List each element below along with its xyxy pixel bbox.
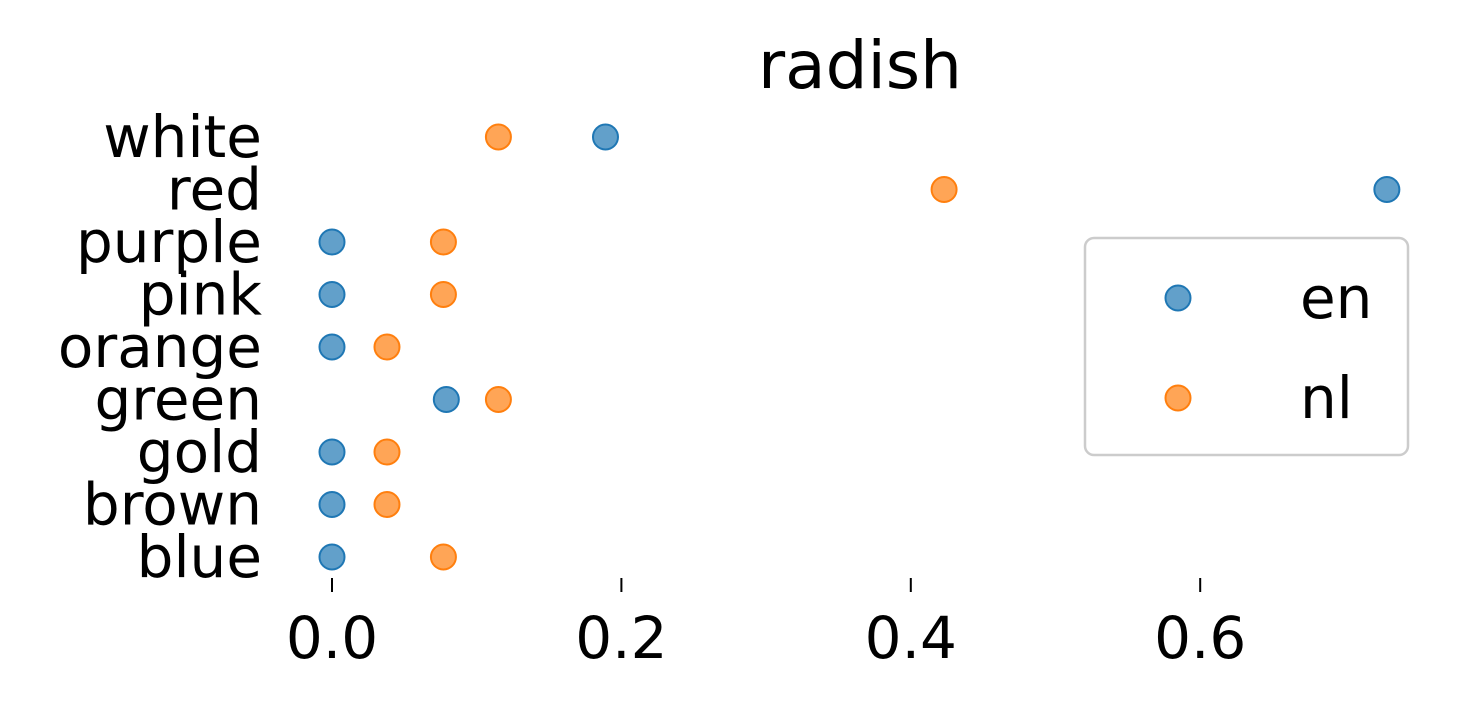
point-en-brown: [318, 491, 346, 518]
point-en-red: [1373, 176, 1401, 203]
point-nl-red: [930, 176, 958, 203]
legend-marker-nl: [1164, 384, 1192, 412]
chart-title: radish: [758, 27, 962, 104]
y-tick-label-brown: brown: [83, 471, 262, 539]
point-nl-brown: [373, 491, 401, 518]
legend: en nl: [1083, 236, 1410, 457]
legend-label-nl: nl: [1300, 364, 1353, 432]
point-nl-orange: [373, 333, 401, 361]
point-en-gold: [318, 438, 346, 466]
legend-label-en: en: [1300, 264, 1372, 332]
y-tick-label-green: green: [94, 366, 262, 434]
y-tick-label-white: white: [103, 103, 262, 171]
legend-marker-en: [1164, 284, 1192, 312]
y-tick-label-red: red: [167, 156, 262, 224]
point-en-pink: [318, 281, 346, 308]
data-points: [318, 123, 1401, 571]
y-tick-label-purple: purple: [76, 208, 262, 276]
point-en-purple: [318, 228, 346, 256]
x-tick-label: 0.2: [575, 604, 667, 672]
point-nl-pink: [429, 281, 457, 308]
point-nl-gold: [373, 438, 401, 466]
x-axis-ticks: 0.0 0.2 0.4 0.6: [286, 578, 1246, 672]
point-nl-blue: [429, 543, 457, 571]
x-tick-label: 0.6: [1154, 604, 1246, 672]
point-nl-white: [484, 123, 512, 151]
point-en-green: [432, 386, 460, 413]
point-nl-purple: [429, 228, 457, 256]
x-tick-label: 0.0: [286, 604, 378, 672]
point-en-white: [591, 123, 619, 151]
point-en-orange: [318, 333, 346, 361]
point-nl-green: [484, 386, 512, 413]
y-tick-label-gold: gold: [137, 418, 262, 486]
y-tick-label-orange: orange: [58, 313, 262, 381]
y-tick-label-blue: blue: [137, 523, 262, 591]
y-axis-labels: bluebrowngoldgreenorangepinkpurpleredwhi…: [58, 103, 263, 591]
x-tick-label: 0.4: [865, 604, 957, 672]
y-tick-label-pink: pink: [139, 261, 263, 329]
point-en-blue: [318, 543, 346, 571]
